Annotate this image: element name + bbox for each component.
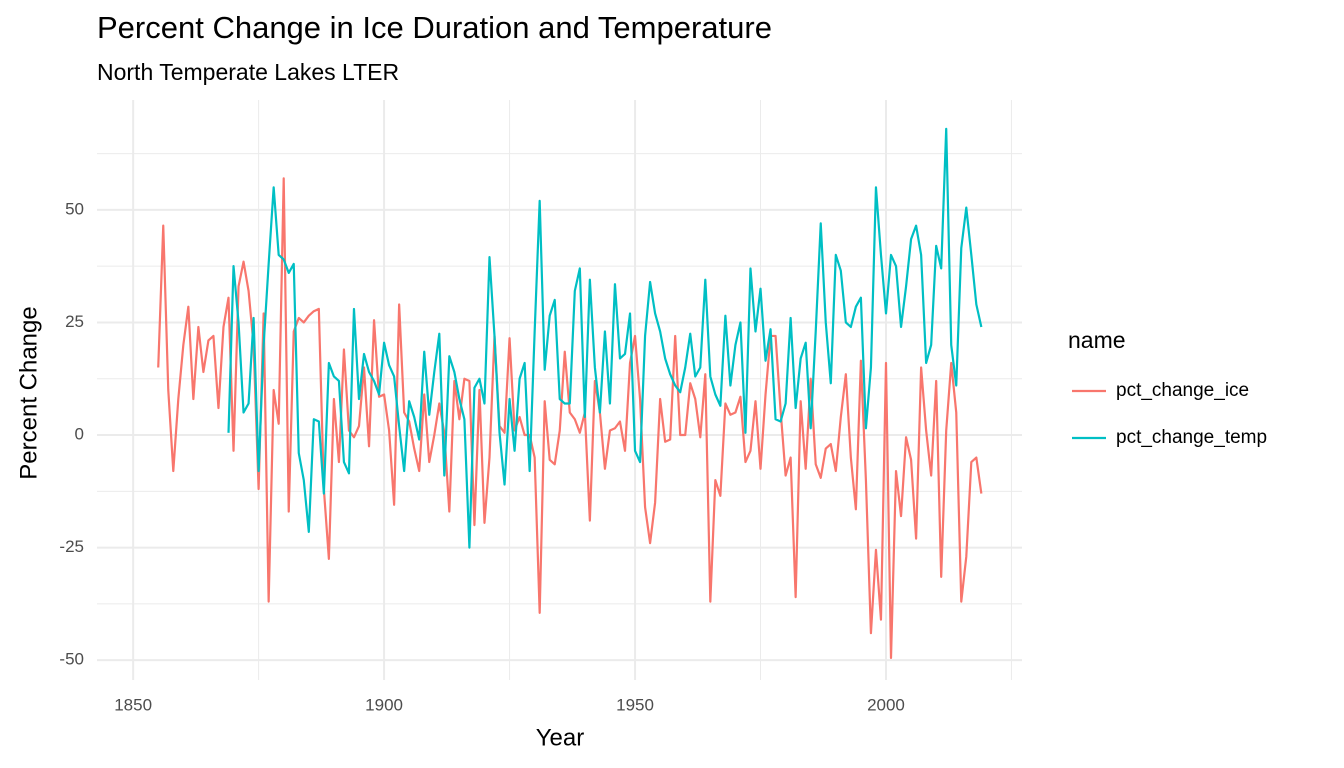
chart-title: Percent Change in Ice Duration and Tempe… [97, 10, 772, 45]
legend-label: pct_change_temp [1116, 427, 1267, 448]
legend-label: pct_change_ice [1116, 380, 1249, 401]
data-line [227, 127, 983, 549]
x-tick-label: 1850 [114, 695, 152, 714]
chart-subtitle: North Temperate Lakes LTER [97, 59, 399, 85]
x-tick-label: 2000 [867, 695, 905, 714]
x-tick-label: 1950 [616, 695, 654, 714]
data-line [157, 177, 983, 660]
x-axis-label: Year [536, 724, 585, 751]
y-axis-label: Percent Change [15, 306, 42, 479]
y-tick-label: -25 [59, 537, 84, 556]
y-tick-label: 50 [65, 199, 84, 218]
x-tick-label: 1900 [365, 695, 403, 714]
y-tick-label: 0 [75, 425, 84, 444]
legend-title: name [1068, 327, 1126, 353]
y-tick-label: -50 [59, 650, 84, 669]
y-tick-label: 25 [65, 312, 84, 331]
